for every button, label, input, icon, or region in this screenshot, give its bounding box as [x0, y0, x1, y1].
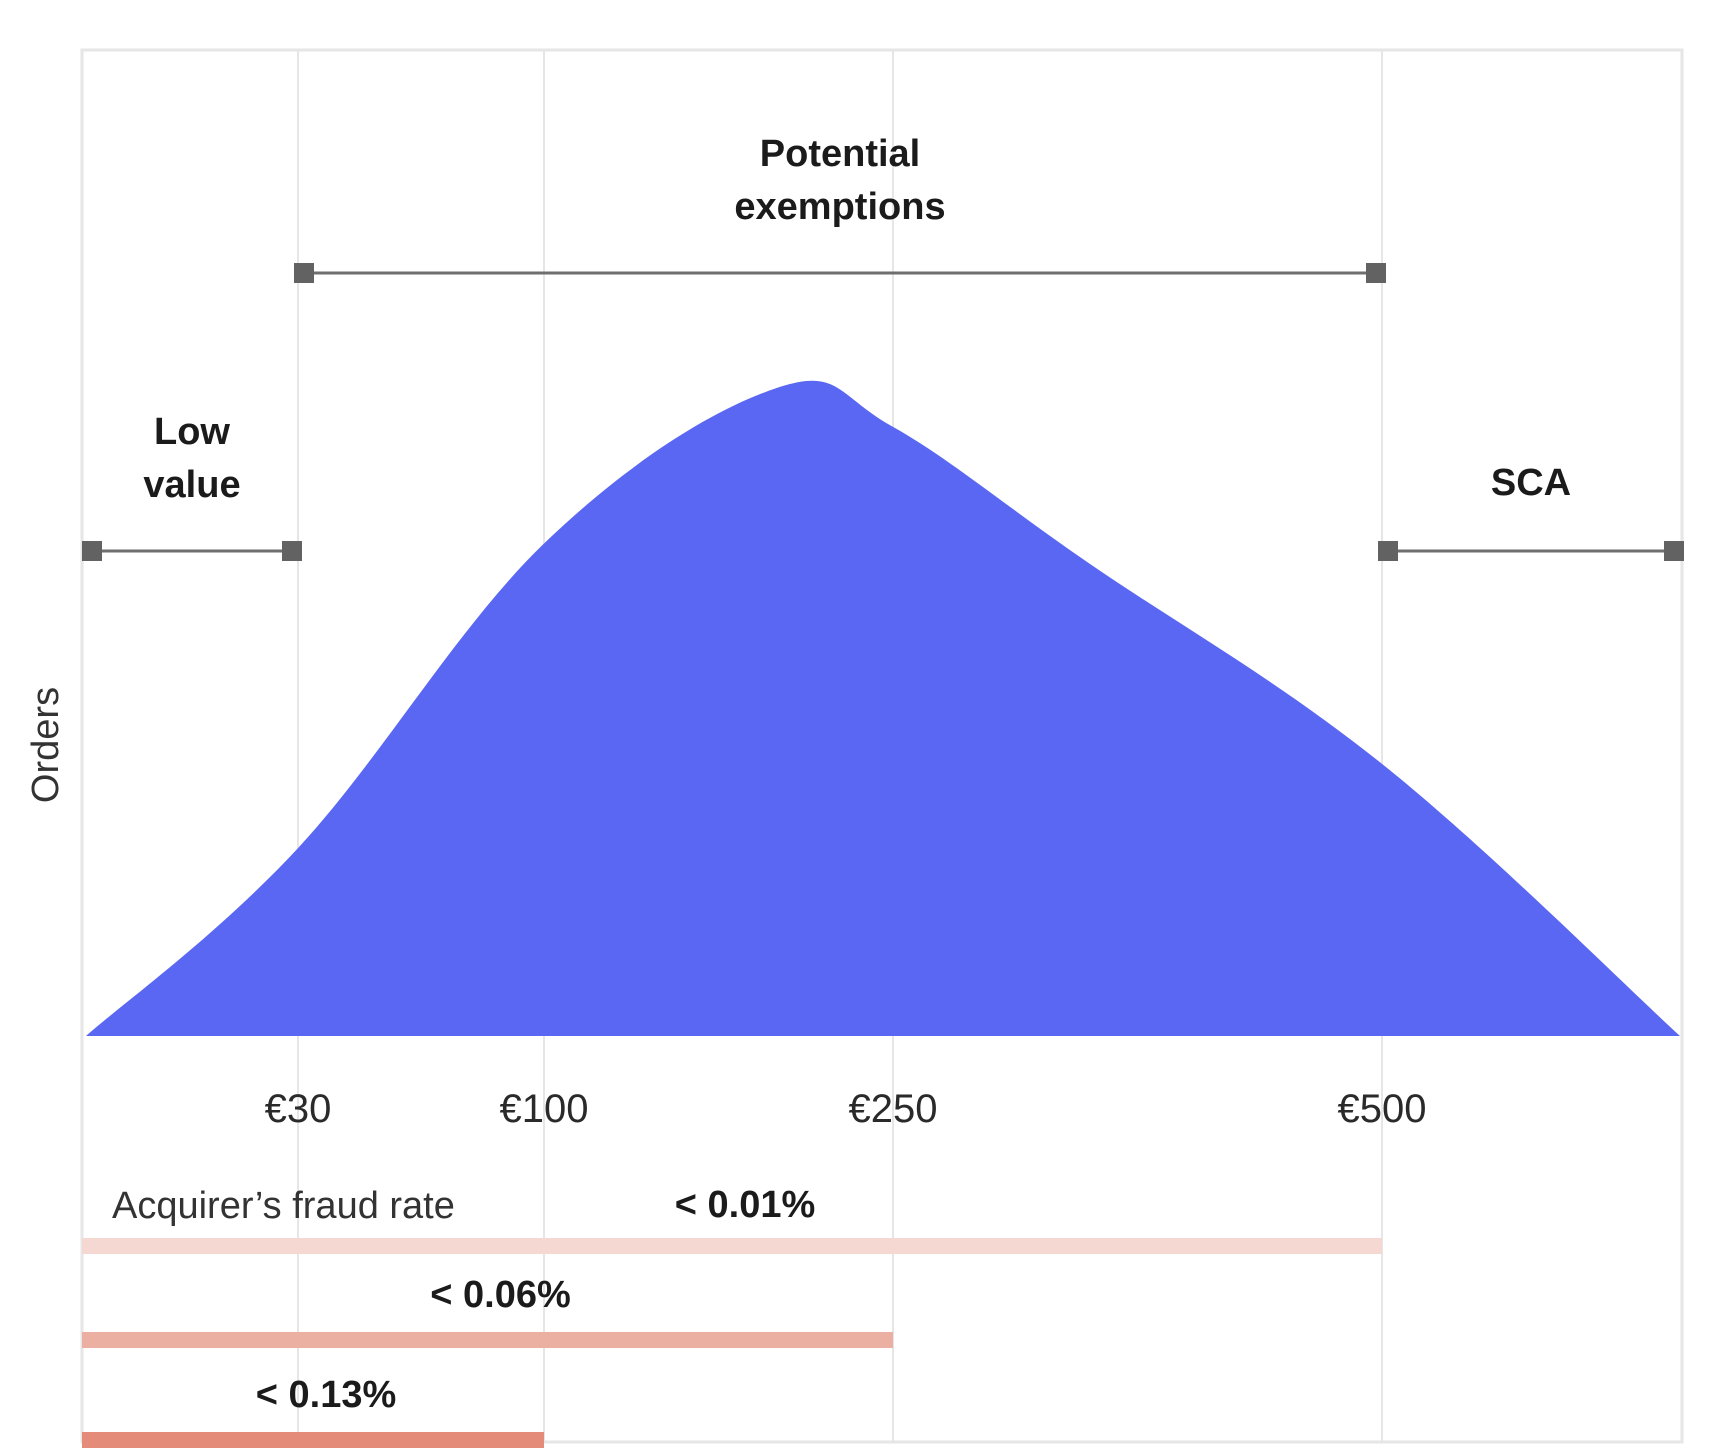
x-tick-label: €250: [849, 1087, 938, 1131]
potential-exemptions-label: exemptions: [734, 186, 945, 228]
x-axis-ticks: €30 €100 €250 €500: [265, 1087, 1427, 1131]
low-value-label: Low: [154, 411, 230, 453]
low-value-bracket-start: [82, 541, 102, 561]
fraud-band-label: < 0.01%: [675, 1184, 816, 1226]
sca-bracket-end: [1664, 541, 1684, 561]
potential-exemptions-bracket-start: [294, 263, 314, 283]
fraud-band-label: < 0.06%: [430, 1274, 571, 1316]
orders-distribution-area: [86, 380, 1680, 1037]
fraud-rate-title: Acquirer’s fraud rate: [112, 1185, 455, 1227]
x-tick-label: €30: [265, 1087, 332, 1131]
potential-exemptions-label: Potential: [760, 133, 920, 175]
fraud-band-bar: [82, 1238, 1382, 1254]
fraud-band-bar: [82, 1432, 544, 1448]
y-axis-label: Orders: [25, 687, 67, 803]
fraud-rate-bands: < 0.01% < 0.06% < 0.13%: [82, 1184, 1382, 1448]
sca-bracket-start: [1378, 541, 1398, 561]
fraud-band-label: < 0.13%: [256, 1374, 397, 1416]
range-brackets: Low value Potential exemptions SCA: [82, 133, 1684, 561]
low-value-label: value: [143, 464, 240, 506]
x-tick-label: €100: [500, 1087, 589, 1131]
fraud-band-bar: [82, 1332, 893, 1348]
low-value-bracket-end: [282, 541, 302, 561]
potential-exemptions-bracket-end: [1366, 263, 1386, 283]
sca-label: SCA: [1491, 462, 1571, 504]
x-tick-label: €500: [1338, 1087, 1427, 1131]
